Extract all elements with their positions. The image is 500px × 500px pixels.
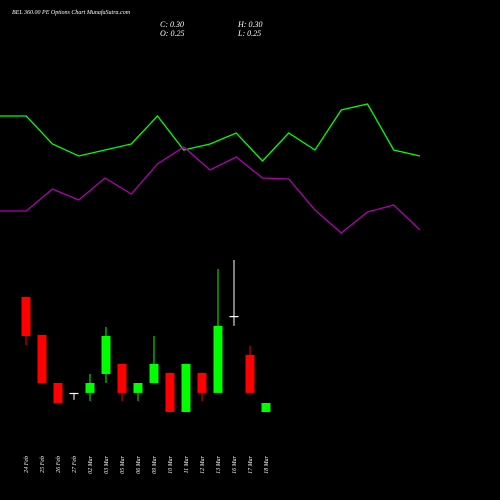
candle-body xyxy=(101,336,111,374)
x-tick-label: 27 Feb xyxy=(72,456,78,473)
candle-body xyxy=(69,392,79,395)
candle-body xyxy=(229,316,239,318)
candle-body xyxy=(181,363,191,412)
x-tick-label: 16 Mar xyxy=(232,455,238,473)
x-tick-label: 02 Mar xyxy=(88,455,94,473)
x-tick-label: 12 Mar xyxy=(200,455,206,473)
candle-body xyxy=(197,372,207,393)
x-tick-label: 09 Mar xyxy=(152,455,158,473)
candle-body xyxy=(133,383,143,393)
x-tick-label: 25 Feb xyxy=(40,456,46,473)
x-tick-label: 10 Mar xyxy=(168,455,174,473)
chart-title: BEL 360.00 PE Options Chart MunafaSutra.… xyxy=(12,9,131,16)
candle-body xyxy=(261,402,271,412)
line-series xyxy=(0,146,421,234)
x-tick-label: 03 Mar xyxy=(104,455,110,473)
candle-body xyxy=(245,354,255,393)
candle-body xyxy=(85,383,95,393)
x-tick-label: 24 Feb xyxy=(23,456,30,473)
candle-body xyxy=(21,296,31,336)
x-tick-label: 26 Feb xyxy=(56,456,62,473)
candle-body xyxy=(53,383,63,403)
low-label: L: 0.25 xyxy=(237,29,261,38)
close-label: C: 0.30 xyxy=(160,20,184,29)
x-tick-label: 06 Mar xyxy=(136,455,142,473)
line-series xyxy=(0,103,421,162)
x-tick-label: 13 Mar xyxy=(216,455,222,473)
x-tick-label: 05 Mar xyxy=(120,455,126,473)
x-tick-label: 18 Mar xyxy=(264,455,270,473)
open-label: O: 0.25 xyxy=(160,29,184,38)
candle-body xyxy=(165,372,175,412)
x-tick-label: 11 Mar xyxy=(184,455,190,473)
x-tick-label: 17 Mar xyxy=(248,455,254,473)
candle-body xyxy=(213,325,223,393)
candle-body xyxy=(149,363,159,384)
candle-body xyxy=(37,334,47,384)
high-label: H: 0.30 xyxy=(237,20,262,29)
candle-body xyxy=(117,363,127,393)
